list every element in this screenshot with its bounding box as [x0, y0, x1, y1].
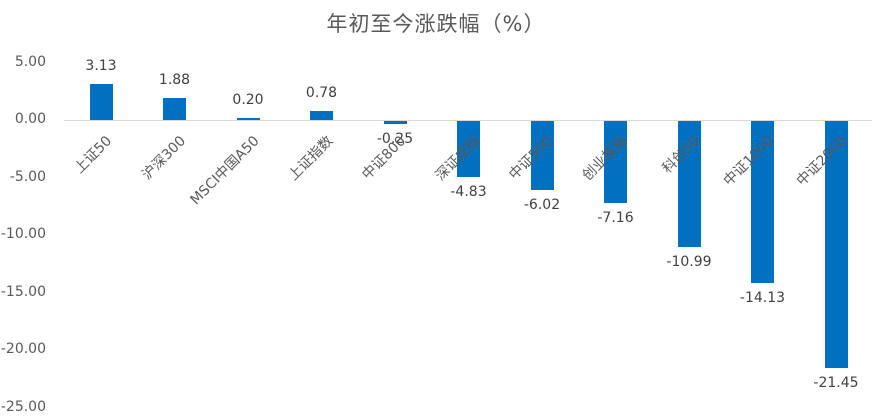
bar — [530, 121, 554, 191]
x-category-label: 上证50 — [71, 133, 116, 177]
data-label: -14.13 — [739, 290, 786, 307]
y-tick-label: -20.00 — [0, 341, 46, 357]
zero-axis-line — [64, 120, 872, 121]
y-tick-label: -5.00 — [9, 168, 46, 185]
bar — [383, 121, 407, 124]
x-category-label: 上证指数 — [284, 133, 336, 184]
bar — [310, 111, 333, 120]
bar — [89, 84, 113, 120]
bar — [751, 121, 774, 284]
data-label: 0.78 — [305, 85, 338, 102]
data-label: -21.45 — [813, 374, 859, 391]
bar — [824, 121, 848, 368]
y-tick-label: 0.00 — [14, 111, 46, 127]
y-tick-label: -10.00 — [0, 226, 46, 242]
data-label: -7.16 — [597, 210, 634, 227]
chart-title: 年初至今涨跌幅（%） — [326, 12, 546, 36]
data-label: 1.88 — [158, 72, 191, 89]
bar — [604, 121, 627, 204]
data-label: -6.02 — [523, 197, 561, 214]
bar — [457, 121, 480, 177]
data-label: -4.83 — [450, 183, 487, 200]
x-category-label: MSCI中国A50 — [187, 133, 263, 209]
y-tick-label: 5.00 — [14, 53, 46, 70]
bar — [236, 117, 260, 120]
bar — [677, 121, 701, 248]
data-label: -0.25 — [376, 130, 414, 147]
data-label: -10.99 — [666, 254, 712, 271]
bar — [163, 98, 186, 120]
x-category-label: 沪深300 — [138, 133, 189, 184]
data-label: 3.13 — [85, 58, 117, 74]
y-tick-label: -25.00 — [0, 398, 46, 415]
y-tick-label: -15.00 — [0, 283, 46, 300]
data-label: 0.20 — [232, 91, 264, 108]
